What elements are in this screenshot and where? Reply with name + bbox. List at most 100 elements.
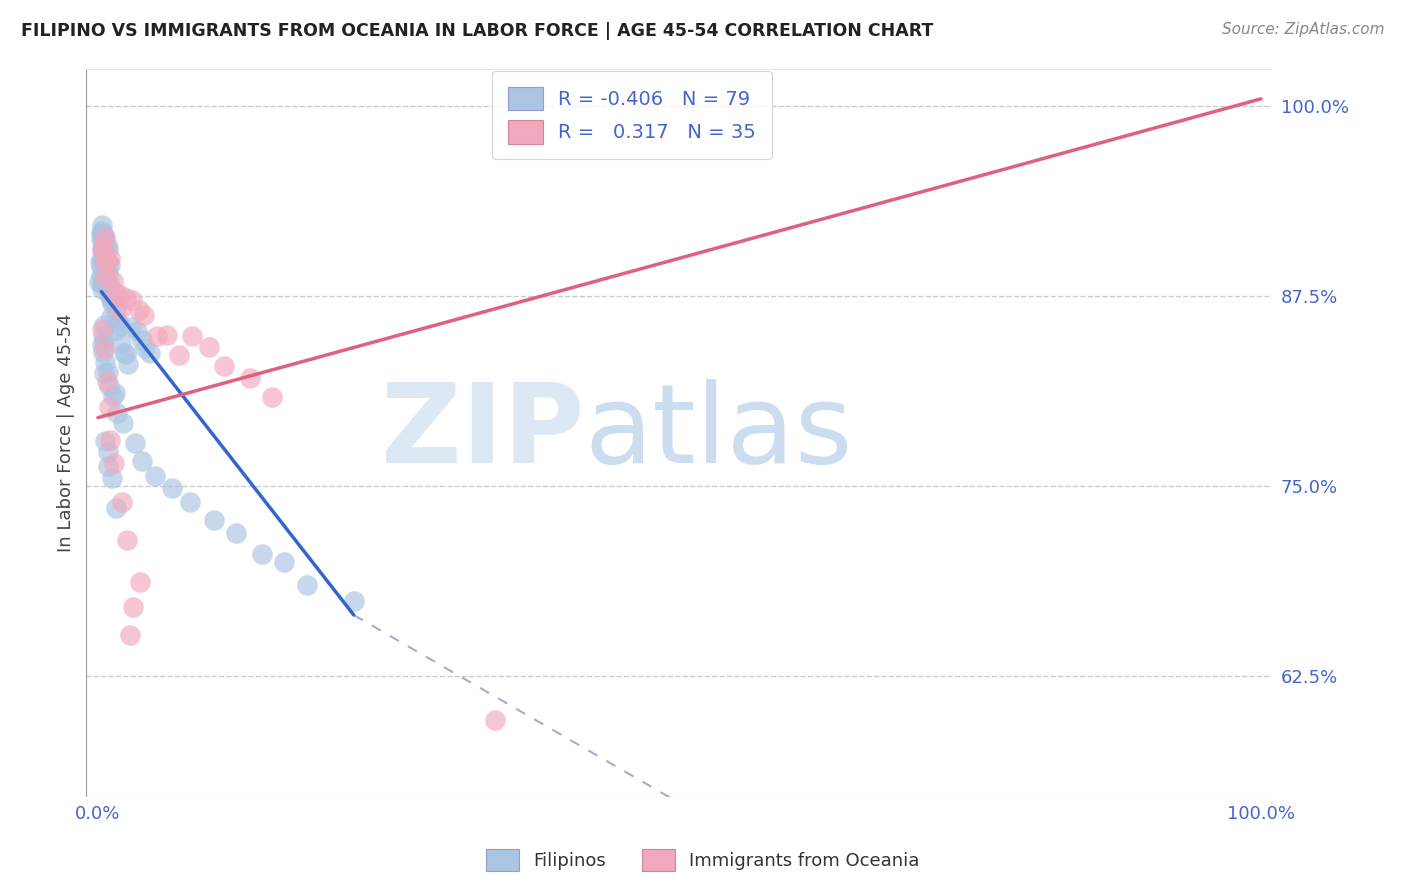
Point [117,357,139,371]
Point [125,324,148,338]
Point [179,495,201,509]
Point [97,401,120,415]
Point [97,242,120,256]
Point [89,255,111,269]
Point [93,228,115,243]
Point [101,471,124,485]
Point [98,379,121,393]
Point [93,366,115,380]
Point [91,276,114,290]
Point [297,578,319,592]
Point [252,547,274,561]
Point [91,233,114,247]
Point [103,456,125,470]
Point [94,269,117,284]
Point [111,495,134,509]
Point [93,318,115,333]
Point [93,253,115,268]
Point [96,374,118,388]
Point [90,226,112,240]
Point [100,296,122,310]
Point [98,258,121,272]
Point [484,713,506,727]
Point [155,328,177,343]
Point [181,328,204,343]
Point [342,594,364,608]
Point [91,224,114,238]
Point [93,272,115,286]
Point [128,303,150,318]
Point [115,533,138,548]
Point [198,340,221,354]
Point [97,280,120,294]
Point [105,406,128,420]
Point [91,226,114,240]
Point [91,242,114,256]
Point [260,391,283,405]
Point [91,344,114,359]
Point [90,242,112,256]
Point [143,469,166,483]
Point [93,260,115,274]
Point [104,304,127,318]
Point [93,355,115,369]
Point [100,292,122,306]
Point [273,555,295,569]
Point [90,218,112,232]
Text: Source: ZipAtlas.com: Source: ZipAtlas.com [1222,22,1385,37]
Point [90,260,112,274]
Point [120,320,142,334]
Point [103,389,125,403]
Point [108,319,131,334]
Point [93,229,115,244]
Point [98,286,121,301]
Point [97,458,120,473]
Point [160,481,183,495]
Point [131,333,153,347]
Point [91,252,114,266]
Point [167,347,190,361]
Point [134,341,156,355]
Point [134,308,156,322]
Point [110,336,132,351]
Point [93,255,115,269]
Text: atlas: atlas [585,379,853,486]
Point [94,255,117,269]
Point [91,240,114,254]
Point [108,303,131,318]
Point [93,265,115,279]
Point [108,287,131,301]
Point [112,346,135,360]
Point [129,574,152,589]
Point [202,513,225,527]
Point [91,244,114,258]
Point [98,433,121,447]
Point [91,328,114,343]
Point [97,365,120,379]
Point [96,253,118,268]
Point [112,416,135,430]
Point [138,345,160,359]
Point [93,233,115,247]
Point [90,322,112,336]
Point [214,359,236,373]
Point [100,310,122,324]
Point [94,265,117,279]
Point [97,276,120,290]
Point [103,285,125,299]
Legend: R = -0.406   N = 79, R =   0.317   N = 35: R = -0.406 N = 79, R = 0.317 N = 35 [492,71,772,160]
Point [90,232,112,246]
Point [93,342,115,356]
Point [90,337,112,351]
Point [115,291,138,305]
Point [225,525,247,540]
Y-axis label: In Labor Force | Age 45-54: In Labor Force | Age 45-54 [58,313,75,552]
Point [105,501,128,516]
Point [131,453,153,467]
Point [97,445,120,459]
Point [91,282,114,296]
Point [121,293,143,308]
Point [98,251,121,265]
Point [107,314,129,328]
Point [118,627,141,641]
